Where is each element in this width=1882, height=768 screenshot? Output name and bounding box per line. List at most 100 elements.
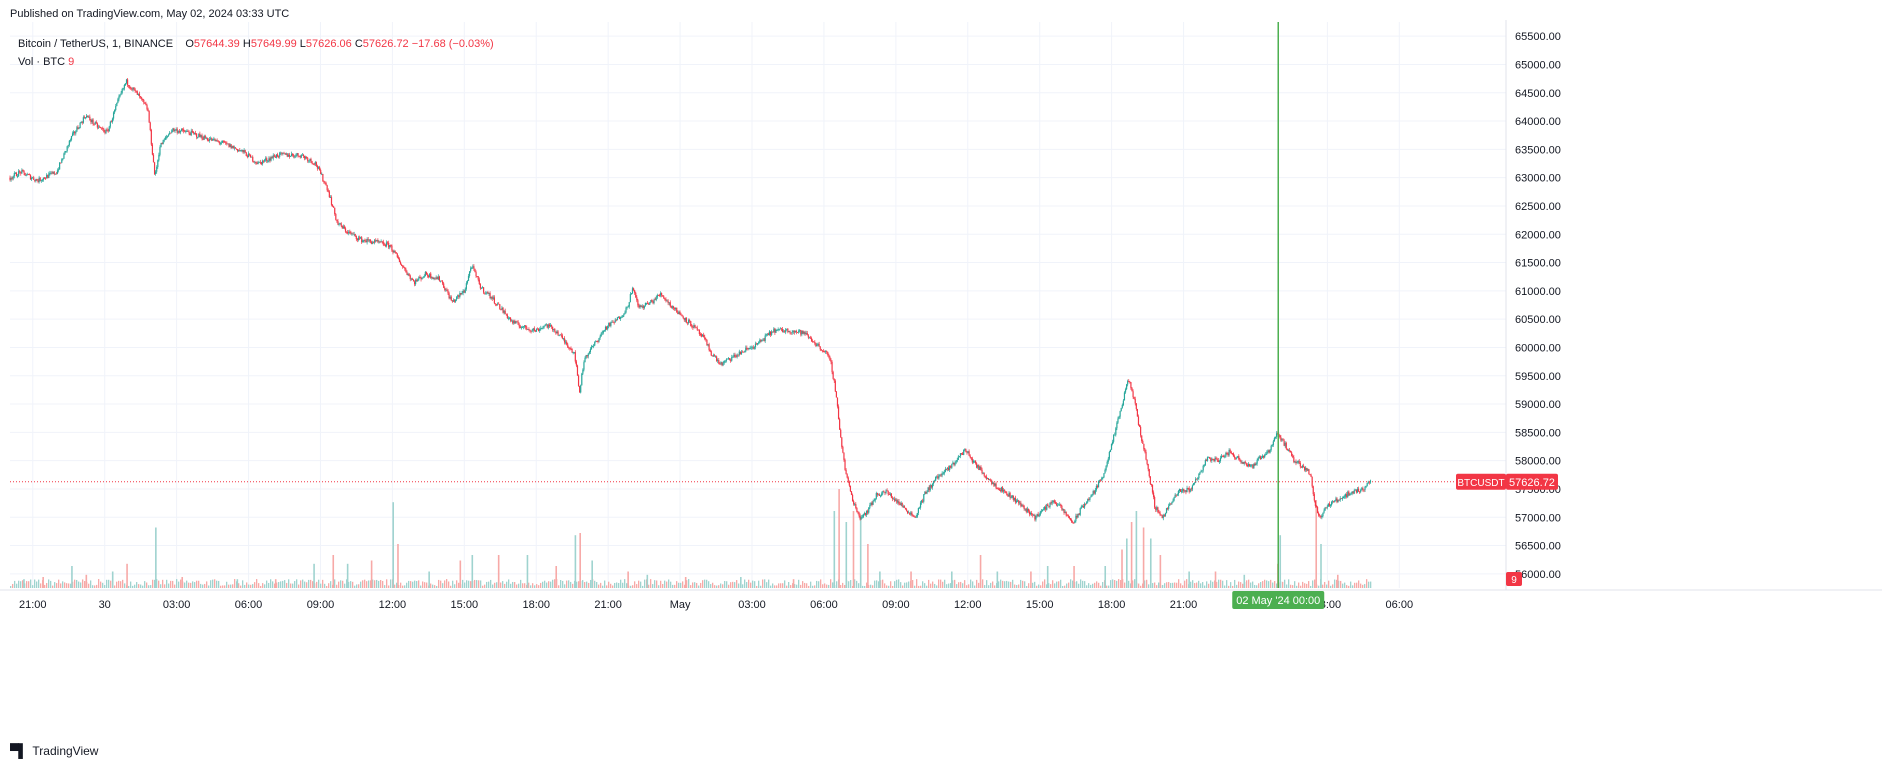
- volume-bar: [312, 581, 314, 588]
- price-candle: [133, 87, 135, 90]
- volume-bar: [80, 582, 82, 588]
- price-candle: [131, 88, 133, 90]
- volume-bar: [1352, 585, 1354, 588]
- price-candle: [1361, 488, 1363, 490]
- volume-bar: [64, 582, 66, 588]
- price-candle: [659, 293, 662, 296]
- volume-bar: [636, 584, 638, 588]
- volume-bar: [100, 581, 102, 588]
- price-candle: [919, 502, 922, 508]
- volume-bar: [1344, 582, 1346, 588]
- price-candle: [780, 328, 782, 330]
- volume-bar: [1108, 585, 1110, 588]
- price-candle: [139, 96, 142, 98]
- volume-bar: [192, 581, 194, 588]
- price-candle: [1068, 516, 1071, 519]
- volume-bar: [1048, 583, 1050, 588]
- price-candle: [903, 506, 905, 508]
- price-candle: [809, 337, 812, 339]
- price-candle: [32, 177, 34, 179]
- price-candle: [410, 278, 412, 280]
- price-candle: [1085, 503, 1087, 505]
- volume-bar: [970, 579, 972, 588]
- volume-bar: [1248, 579, 1250, 588]
- volume-bar: [1348, 585, 1350, 588]
- volume-bar: [734, 582, 736, 588]
- price-candle: [1205, 460, 1208, 461]
- price-candle: [1226, 453, 1228, 454]
- volume-bar: [22, 580, 24, 588]
- price-candle: [789, 331, 791, 333]
- price-candle: [238, 150, 240, 152]
- price-candle: [1242, 462, 1244, 464]
- price-candle: [213, 138, 215, 140]
- volume-bar: [606, 585, 608, 588]
- price-candle: [1191, 485, 1194, 490]
- volume-bar: [42, 577, 44, 588]
- price-candle: [12, 176, 14, 179]
- price-candle: [153, 162, 156, 174]
- price-candle: [1156, 507, 1158, 510]
- price-candle: [1136, 408, 1138, 417]
- price-candle: [1252, 464, 1254, 468]
- volume-bar: [360, 581, 362, 588]
- volume-bar: [516, 584, 518, 588]
- volume-bar: [758, 580, 760, 588]
- price-candle: [914, 516, 916, 518]
- volume-bar: [852, 585, 854, 588]
- volume-bar: [526, 555, 529, 588]
- symbol-tag-bg: [1456, 473, 1506, 490]
- price-candle: [1109, 449, 1112, 452]
- price-candle: [129, 86, 131, 89]
- volume-bar: [614, 582, 616, 588]
- price-candle: [581, 373, 583, 386]
- price-candle: [1228, 449, 1230, 456]
- price-candle: [867, 510, 869, 513]
- volume-bar: [1032, 582, 1034, 588]
- price-candle: [1352, 491, 1354, 494]
- time-axis[interactable]: 21:00 30 03:00 06:00 09:00 12:00 15:00 18:00 21:…: [19, 599, 1413, 611]
- price-candle: [947, 467, 950, 471]
- symbol-title[interactable]: Bitcoin / TetherUS, 1, BINANCE: [18, 38, 174, 50]
- price-candle: [483, 287, 485, 293]
- price-candle: [820, 349, 822, 351]
- tradingview-logo-icon[interactable]: ▀▌: [10, 743, 27, 758]
- volume-bar: [20, 581, 22, 588]
- volume-bar: [274, 583, 276, 588]
- volume-bar: [506, 581, 508, 588]
- price-candle: [155, 171, 157, 174]
- volume-label[interactable]: Vol · BTC: [18, 56, 66, 68]
- price-candle: [1011, 495, 1013, 498]
- price-candle: [450, 296, 452, 301]
- price-candle: [1065, 511, 1067, 516]
- price-candle: [1143, 443, 1145, 450]
- price-axis[interactable]: 65500.0065000.0064500.0064000.0063500.00…: [1515, 31, 1561, 581]
- price-candle: [876, 493, 878, 495]
- volume-bar: [438, 579, 440, 588]
- brand-name[interactable]: TradingView: [32, 743, 99, 758]
- volume-bar: [1230, 582, 1232, 588]
- price-candle: [321, 173, 323, 175]
- price-candle: [872, 501, 874, 505]
- volume-bar: [1218, 579, 1220, 588]
- price-candle: [1049, 502, 1051, 507]
- price-candle: [568, 347, 570, 349]
- volume-bar: [12, 583, 14, 588]
- price-candle: [1036, 514, 1038, 516]
- price-candle: [189, 133, 191, 136]
- volume-bar: [250, 584, 252, 588]
- price-candle: [1074, 520, 1076, 523]
- volume-bar: [598, 584, 600, 588]
- price-candle: [932, 481, 935, 484]
- volume-bar: [962, 583, 964, 588]
- price-candle: [1259, 456, 1261, 460]
- volume-bar: [1336, 574, 1339, 588]
- volume-bar: [896, 579, 898, 588]
- price-candle: [888, 494, 890, 495]
- volume-bar: [214, 579, 216, 588]
- price-candle: [716, 356, 718, 362]
- volume-bar: [1010, 581, 1012, 588]
- volume-bar: [524, 583, 526, 588]
- price-candle: [26, 174, 28, 176]
